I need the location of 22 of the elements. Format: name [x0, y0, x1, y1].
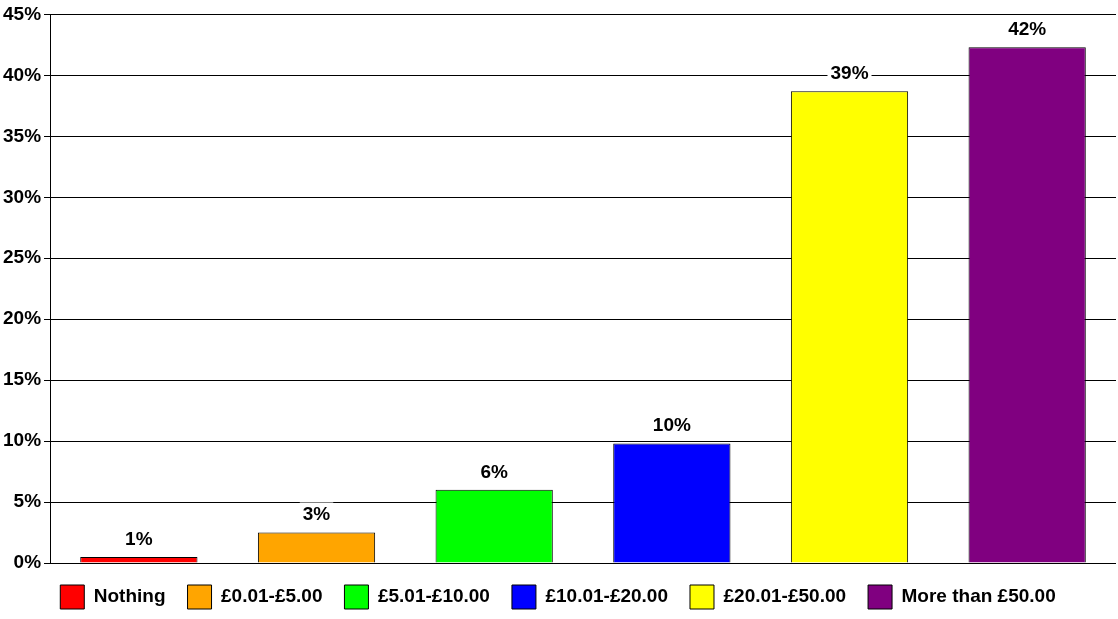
- y-tick-label: 40%: [3, 63, 42, 85]
- data-label: 42%: [1008, 18, 1047, 40]
- data-label: 3%: [302, 503, 331, 525]
- legend-label: More than £50.00: [901, 585, 1056, 607]
- y-tick-label: 0%: [13, 551, 42, 573]
- y-tick-label: 45%: [3, 2, 42, 24]
- y-tick-label: 10%: [3, 429, 42, 451]
- y-tick-label: 35%: [3, 124, 42, 146]
- legend-label: £20.01-£50.00: [723, 585, 847, 607]
- y-tick-label: 25%: [3, 246, 42, 268]
- legend-label: £0.01-£5.00: [221, 585, 323, 607]
- data-label: 10%: [652, 414, 691, 436]
- legend-label: Nothing: [93, 585, 166, 607]
- y-tick-label: 20%: [3, 307, 42, 329]
- data-label: 39%: [830, 61, 869, 83]
- y-tick-label: 15%: [3, 368, 42, 390]
- data-label: 6%: [480, 460, 509, 482]
- legend-label: £5.01-£10.00: [377, 585, 490, 607]
- y-tick-label: 5%: [13, 490, 42, 512]
- y-tick-label: 30%: [3, 185, 42, 207]
- legend-label: £10.01-£20.00: [545, 585, 668, 607]
- data-label: 1%: [125, 527, 153, 549]
